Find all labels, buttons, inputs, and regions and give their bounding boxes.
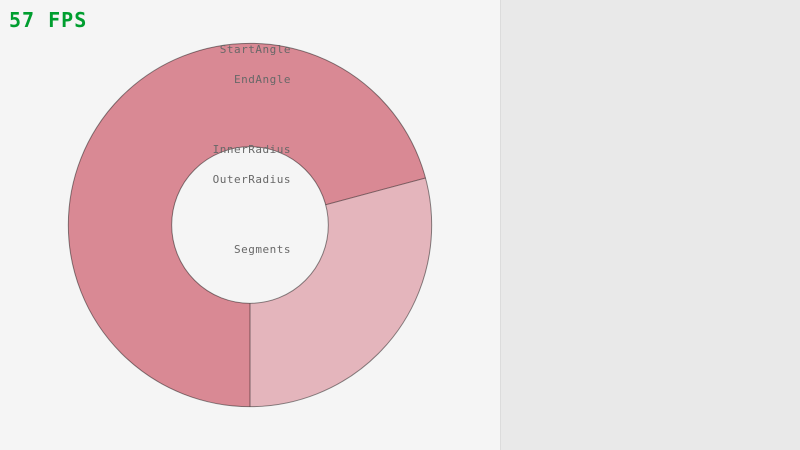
segments-label: Segments <box>234 243 291 256</box>
ring-inner-outline <box>171 146 329 304</box>
outer-radius-label: OuterRadius <box>212 173 291 186</box>
start-angle-label: StartAngle <box>219 43 291 56</box>
ring-start-angle-line <box>325 177 426 206</box>
inner-radius-label: InnerRadius <box>212 143 291 156</box>
end-angle-label: EndAngle <box>234 73 291 86</box>
ring-outer-outline <box>67 42 433 408</box>
ring-lines <box>67 42 433 408</box>
fps-counter: 57 FPS <box>9 8 88 32</box>
ring-sector-dark <box>68 43 426 407</box>
control-panel: StartAngle -255.00 EndAngle 360.00 Inner… <box>213 0 800 450</box>
ring-sector-light <box>250 177 432 407</box>
